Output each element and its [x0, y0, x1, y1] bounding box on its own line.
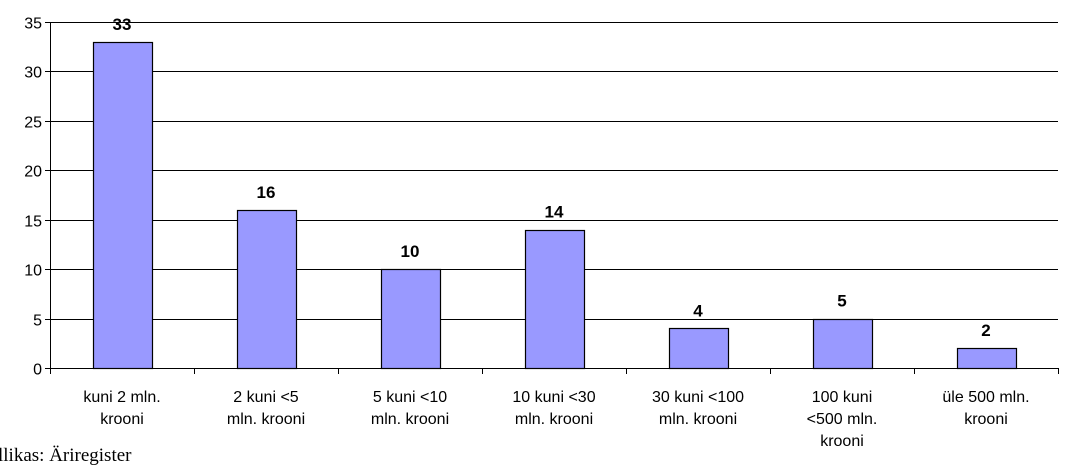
x-axis-category-labels: kuni 2 mln. krooni 2 kuni <5 mln. krooni 5 k…	[83, 389, 1029, 450]
y-tick-label: 25	[24, 115, 42, 132]
data-label: 4	[693, 301, 703, 320]
axes	[45, 22, 1059, 374]
data-label: 16	[257, 183, 276, 202]
data-label: 14	[545, 203, 564, 222]
x-category-label: 2 kuni <5 mln. krooni	[227, 389, 305, 428]
source-note: llikas: Äriregister	[0, 445, 132, 466]
x-category-label: kuni 2 mln. krooni	[83, 389, 160, 428]
data-label: 5	[837, 292, 846, 311]
y-tick-label: 5	[33, 313, 42, 330]
y-tick-label: 30	[24, 65, 42, 82]
data-label: 33	[113, 15, 132, 34]
data-label: 2	[981, 321, 990, 340]
data-label: 10	[401, 242, 420, 261]
x-category-label: üle 500 mln. krooni	[942, 389, 1029, 428]
bar	[668, 327, 730, 370]
x-category-label: 10 kuni <30 mln. krooni	[512, 389, 595, 428]
bar	[524, 229, 586, 370]
x-category-label: 30 kuni <100 mln. krooni	[652, 389, 744, 428]
bar	[380, 268, 442, 370]
y-axis-tick-labels: 0 5 10 15 20 25 30 35	[24, 16, 42, 379]
bar	[812, 318, 874, 370]
x-category-label: 5 kuni <10 mln. krooni	[371, 389, 449, 428]
bars	[92, 41, 1018, 370]
bar	[956, 347, 1018, 370]
grid-lines	[50, 22, 1058, 320]
y-tick-label: 0	[33, 362, 42, 379]
bar	[236, 209, 298, 370]
y-tick-label: 35	[24, 16, 42, 33]
y-tick-label: 10	[24, 263, 42, 280]
y-tick-label: 20	[24, 164, 42, 181]
y-tick-label: 15	[24, 214, 42, 231]
x-category-label: 100 kuni <500 mln. krooni	[807, 389, 878, 450]
bar	[92, 41, 154, 370]
data-labels: 33 16 10 14 4 5 2	[113, 15, 991, 340]
